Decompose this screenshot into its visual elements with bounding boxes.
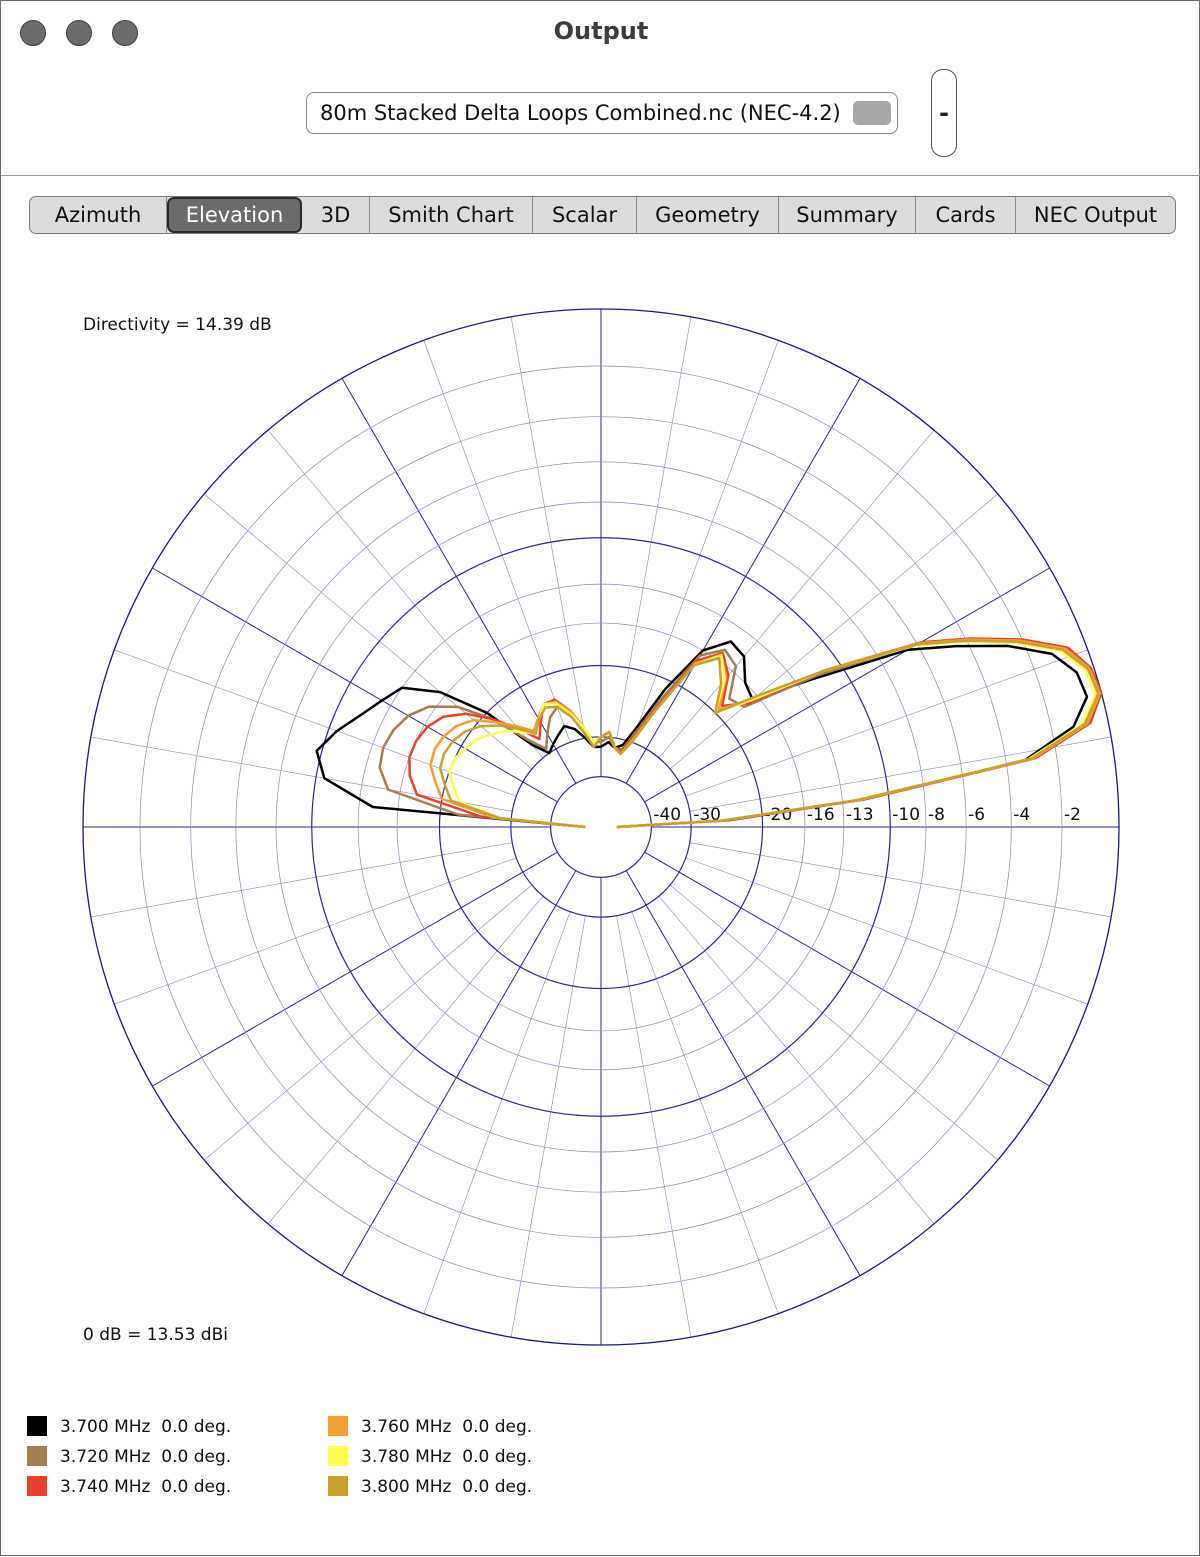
angle-grid-line [152, 851, 558, 1087]
r-tick-label: -4 [1013, 805, 1030, 825]
separator [1, 175, 1200, 176]
directivity-label: Directivity = 14.39 dB [83, 315, 272, 335]
dropdown-arrow[interactable] [853, 101, 891, 125]
tab[interactable]: Azimuth [30, 197, 167, 233]
tab[interactable]: Smith Chart [370, 197, 533, 233]
tab[interactable]: Elevation [167, 197, 302, 233]
tab[interactable]: Scalar [533, 197, 637, 233]
legend-swatch [27, 1476, 47, 1496]
angle-grid-line [341, 870, 577, 1276]
angle-grid-line [341, 378, 577, 784]
ring-grid-line [311, 537, 891, 1117]
pattern-curve [378, 639, 1100, 829]
tab[interactable]: NEC Output [1033, 203, 1158, 227]
legend-swatch [27, 1416, 47, 1436]
reference-label: 0 dB = 13.53 dBi [83, 1325, 228, 1345]
angle-grid-line [625, 378, 861, 784]
ring-grid-line [235, 461, 967, 1193]
tab[interactable]: 3D [302, 197, 370, 233]
minimize-button[interactable] [66, 20, 92, 46]
legend-label: 3.740 MHz 0.0 deg. [60, 1477, 231, 1497]
legend-swatch [328, 1446, 348, 1466]
r-tick-label: -13 [846, 805, 874, 825]
tab[interactable]: Cards [916, 197, 1016, 233]
file-selector-label: 80m Stacked Delta Loops Combined.nc (NEC… [320, 101, 841, 125]
ring-grid-line [550, 776, 652, 878]
angle-grid-line [267, 895, 544, 1225]
legend-label: 3.760 MHz 0.0 deg. [361, 1417, 532, 1437]
angle-grid-line [625, 870, 861, 1276]
outer-ring [82, 308, 1120, 1346]
ring-grid-line [438, 664, 764, 990]
ring-grid-line [357, 583, 845, 1071]
tab[interactable]: Summary [779, 197, 916, 233]
close-button[interactable] [20, 20, 46, 46]
tab[interactable]: Geometry [637, 197, 779, 233]
ring-grid-line [396, 622, 806, 1032]
r-tick-label: -40 [653, 805, 681, 825]
legend-swatch [328, 1476, 348, 1496]
r-tick-label: -10 [892, 805, 920, 825]
angle-grid-line [152, 567, 558, 803]
r-tick-label: -16 [807, 805, 835, 825]
legend-label: 3.780 MHz 0.0 deg. [361, 1447, 532, 1467]
legend-label: 3.720 MHz 0.0 deg. [60, 1447, 231, 1467]
legend-swatch [328, 1416, 348, 1436]
angle-grid-line [644, 567, 1050, 803]
ring-grid-line [275, 501, 927, 1153]
angle-grid-line [203, 884, 533, 1161]
angle-grid-line [267, 429, 544, 759]
angle-grid-line [658, 895, 935, 1225]
angle-grid-line [203, 493, 533, 770]
r-tick-label: -6 [968, 805, 985, 825]
angle-grid-line [644, 851, 1050, 1087]
ring-grid-line [139, 365, 1063, 1289]
legend-label: 3.700 MHz 0.0 deg. [60, 1417, 231, 1437]
r-tick-label: -2 [1064, 805, 1081, 825]
stepper[interactable]: - [931, 69, 957, 157]
pattern-curve [438, 639, 1100, 829]
file-selector[interactable]: 80m Stacked Delta Loops Combined.nc (NEC… [306, 92, 898, 134]
tab-bar: Azimuth Elevation 3D Smith Chart Scalar Geome… [29, 196, 1176, 234]
window-title: Output [553, 17, 649, 45]
legend-swatch [27, 1446, 47, 1466]
zoom-button[interactable] [112, 20, 138, 46]
ring-grid-line [190, 416, 1012, 1238]
angle-grid-line [669, 493, 999, 770]
angle-grid-line [669, 884, 999, 1161]
legend-label: 3.800 MHz 0.0 deg. [361, 1477, 532, 1497]
r-tick-label: -8 [928, 805, 945, 825]
angle-grid-line [658, 429, 935, 759]
